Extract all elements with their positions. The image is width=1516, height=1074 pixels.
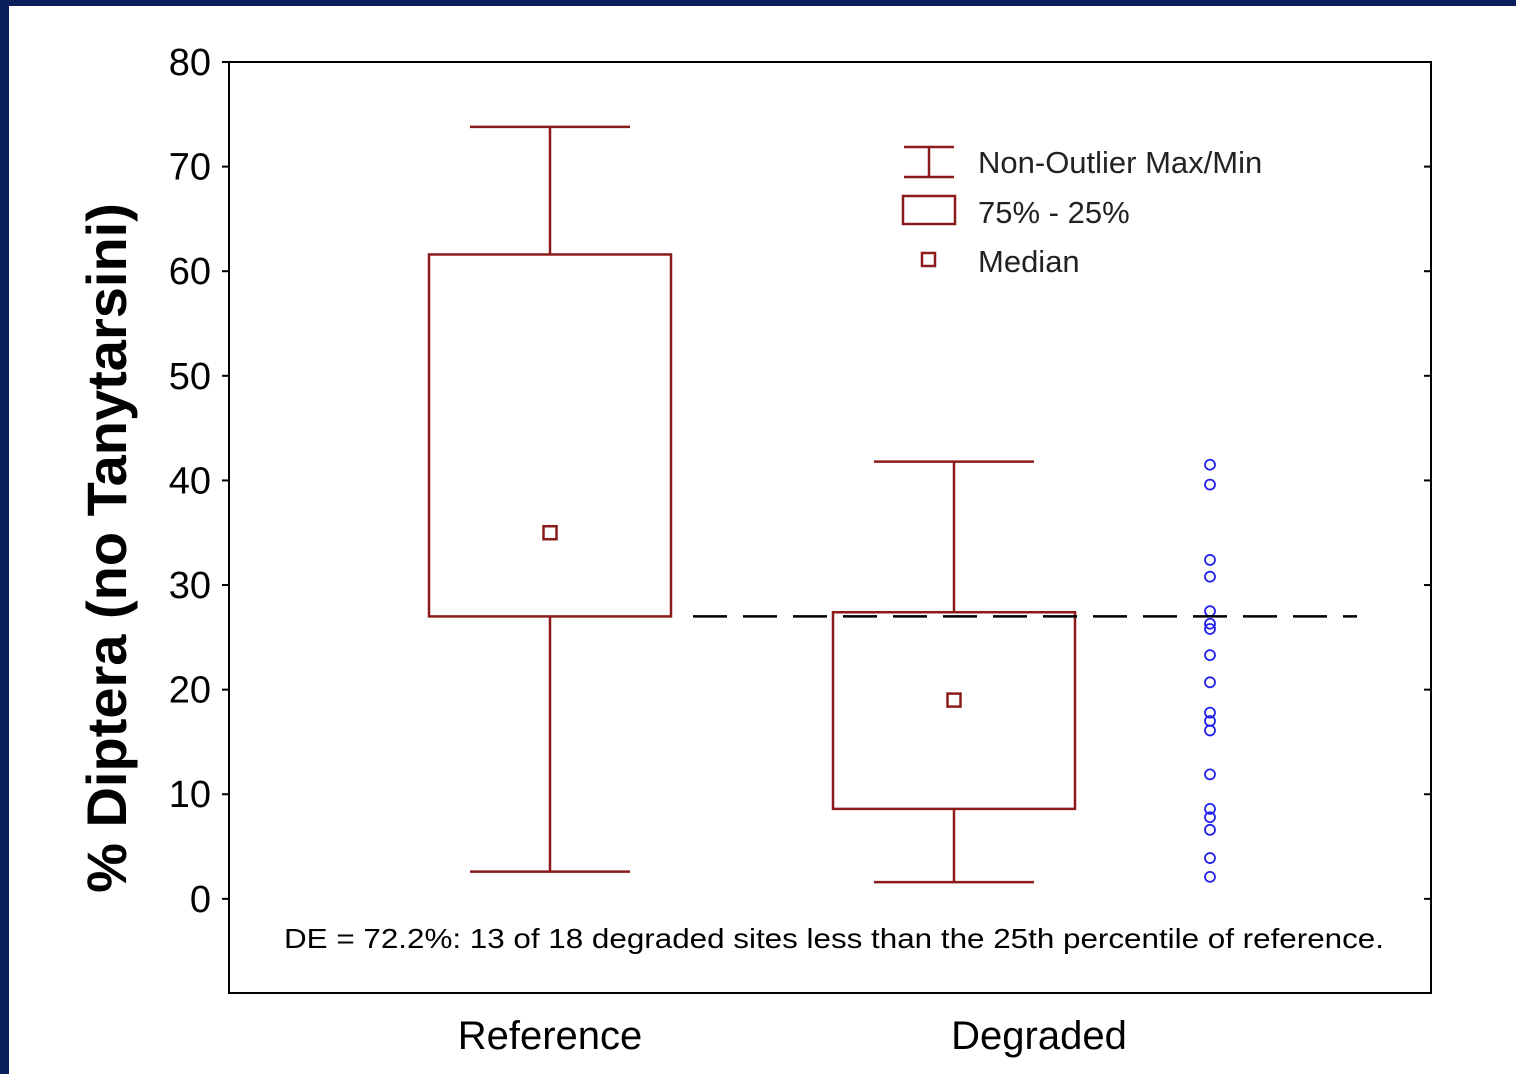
category-label-degraded: Degraded [951,1014,1127,1058]
y-tick-label: 60 [169,251,211,293]
box-plot-chart: 0 10 20 30 40 50 60 70 80 Non-Outlier Max/Min 75… [9,6,1516,1074]
degraded-site-point [1205,572,1215,582]
legend: Non-Outlier Max/Min 75% - 25% Median [903,145,1262,279]
degraded-site-point [1205,853,1215,863]
y-tick-label: 40 [169,460,211,502]
y-tick-label: 50 [169,356,211,398]
legend-whisker-symbol [904,147,954,177]
y-tick-label: 20 [169,670,211,712]
legend-median-symbol [922,253,935,266]
y-tick-label: 10 [169,774,211,816]
interquartile-box [833,612,1075,809]
degraded-points [1205,460,1215,882]
y-tick-label: 80 [169,42,211,84]
box-degraded [833,462,1075,883]
degraded-site-point [1205,555,1215,565]
y-tick-label: 0 [190,879,211,921]
degraded-site-point [1205,480,1215,490]
degraded-site-point [1205,769,1215,779]
box-series [429,127,1075,882]
chart-frame: 0 10 20 30 40 50 60 70 80 Non-Outlier Max/Min 75… [9,6,1516,1074]
median-marker [948,694,961,707]
category-label-reference: Reference [458,1014,643,1058]
legend-entry-median: Median [978,244,1080,279]
degraded-site-point [1205,650,1215,660]
legend-box-symbol [903,196,955,224]
legend-entry-box: 75% - 25% [978,195,1130,230]
plot-border [229,62,1431,993]
y-tick-label: 30 [169,565,211,607]
legend-entry-whisker: Non-Outlier Max/Min [978,145,1262,180]
degraded-site-point [1205,677,1215,687]
degraded-site-point [1205,872,1215,882]
plot-area [229,62,1431,993]
degraded-site-point [1205,825,1215,835]
degraded-site-point [1205,725,1215,735]
box-reference [429,127,671,872]
y-tick-label: 70 [169,147,211,189]
y-axis-label: % Diptera (no Tanytarsini) [75,203,138,893]
degraded-site-point [1205,606,1215,616]
interquartile-box [429,254,671,616]
median-marker [544,526,557,539]
annotation-text: DE = 72.2%: 13 of 18 degraded sites less… [284,923,1384,954]
degraded-site-point [1205,460,1215,470]
